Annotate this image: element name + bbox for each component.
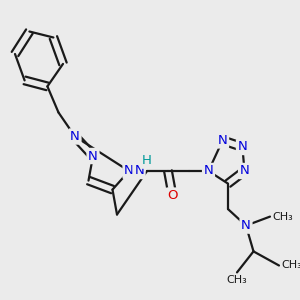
Text: N: N [240, 164, 249, 178]
Text: N: N [238, 140, 247, 154]
Text: N: N [88, 149, 98, 163]
Text: CH₃: CH₃ [281, 260, 300, 271]
Text: CH₃: CH₃ [226, 275, 248, 285]
Text: H: H [142, 154, 152, 167]
Text: N: N [124, 164, 134, 178]
Text: N: N [134, 164, 144, 178]
Text: N: N [204, 164, 213, 178]
Text: O: O [167, 189, 178, 202]
Text: N: N [70, 130, 80, 143]
Text: N: N [241, 219, 251, 232]
Text: N: N [218, 134, 227, 147]
Text: CH₃: CH₃ [272, 212, 293, 222]
